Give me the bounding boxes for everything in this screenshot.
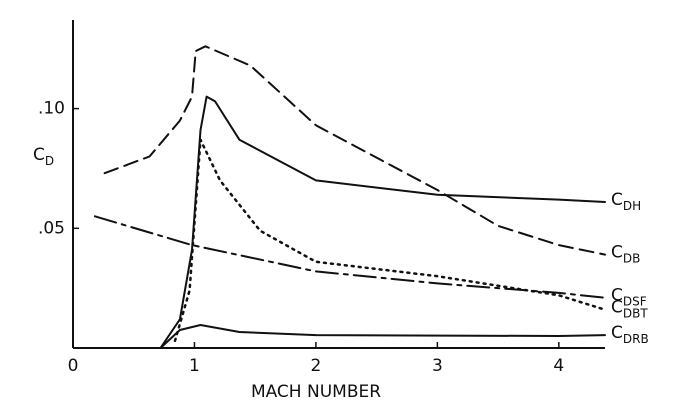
series-line: [173, 138, 607, 343]
series-line: [103, 45, 606, 256]
x-tick-label: 1: [189, 356, 200, 376]
y-axis-label: CD: [33, 145, 54, 168]
series-line: [159, 324, 606, 349]
legend-label: CDSF: [611, 286, 647, 309]
legend-label: CDH: [611, 190, 641, 213]
y-tick-label: .05: [38, 218, 65, 238]
series-line: [93, 215, 606, 299]
x-tick-label: 2: [311, 356, 322, 376]
legend-label: CDB: [611, 243, 640, 266]
x-tick-label: 0: [68, 356, 79, 376]
legend-label: CDBT: [611, 298, 648, 321]
x-tick-label: 3: [432, 356, 443, 376]
x-axis-label: MACH NUMBER: [251, 382, 381, 402]
series-line: [159, 95, 606, 349]
y-tick-label: .10: [38, 99, 65, 119]
x-tick-label: 4: [553, 356, 564, 376]
legend-label: CDRB: [611, 323, 649, 346]
